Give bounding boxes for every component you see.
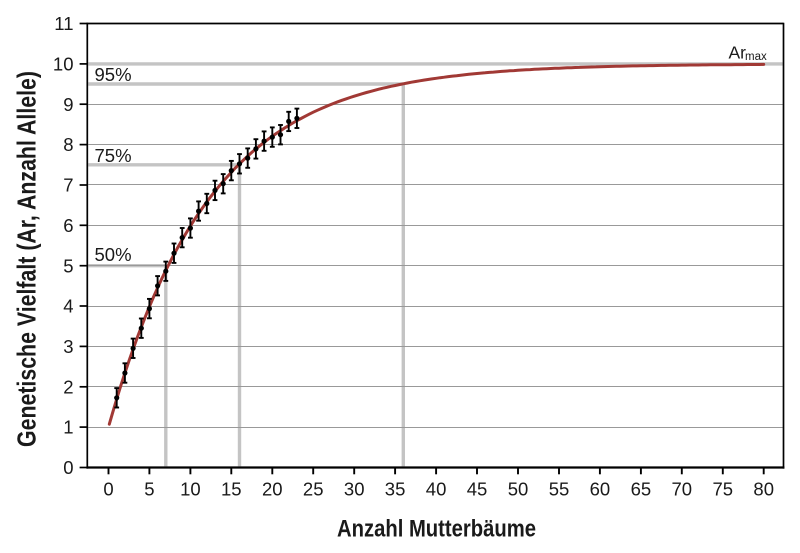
svg-text:50: 50 xyxy=(508,479,529,500)
svg-text:7: 7 xyxy=(63,175,73,196)
svg-text:35: 35 xyxy=(385,479,406,500)
svg-text:Anzahl Mutterbäume: Anzahl Mutterbäume xyxy=(337,516,536,543)
svg-text:0: 0 xyxy=(63,457,73,478)
svg-text:50%: 50% xyxy=(95,244,132,265)
svg-text:6: 6 xyxy=(63,215,73,236)
svg-text:Ar: Ar xyxy=(729,42,747,62)
svg-text:10: 10 xyxy=(180,479,201,500)
svg-text:3: 3 xyxy=(63,336,73,357)
svg-text:20: 20 xyxy=(262,479,283,500)
svg-text:4: 4 xyxy=(63,296,73,317)
svg-text:55: 55 xyxy=(549,479,570,500)
svg-text:9: 9 xyxy=(63,94,73,115)
svg-text:10: 10 xyxy=(53,54,74,75)
svg-text:25: 25 xyxy=(303,479,324,500)
svg-text:15: 15 xyxy=(221,479,242,500)
svg-text:45: 45 xyxy=(467,479,488,500)
svg-text:8: 8 xyxy=(63,134,73,155)
svg-text:5: 5 xyxy=(144,479,154,500)
svg-text:60: 60 xyxy=(590,479,611,500)
svg-text:1: 1 xyxy=(63,417,73,438)
svg-text:30: 30 xyxy=(344,479,365,500)
svg-text:0: 0 xyxy=(103,479,113,500)
svg-text:75: 75 xyxy=(713,479,734,500)
svg-text:5: 5 xyxy=(63,255,73,276)
svg-text:11: 11 xyxy=(54,13,73,34)
svg-text:80: 80 xyxy=(753,479,774,500)
svg-text:40: 40 xyxy=(426,479,447,500)
svg-text:Genetische Vielfalt (Ar, Anzah: Genetische Vielfalt (Ar, Anzahl Allele) xyxy=(12,71,42,447)
svg-text:max: max xyxy=(745,51,767,63)
svg-text:65: 65 xyxy=(631,479,652,500)
svg-text:70: 70 xyxy=(672,479,693,500)
svg-text:95%: 95% xyxy=(95,64,132,85)
svg-text:75%: 75% xyxy=(95,145,132,166)
svg-text:2: 2 xyxy=(63,376,73,397)
